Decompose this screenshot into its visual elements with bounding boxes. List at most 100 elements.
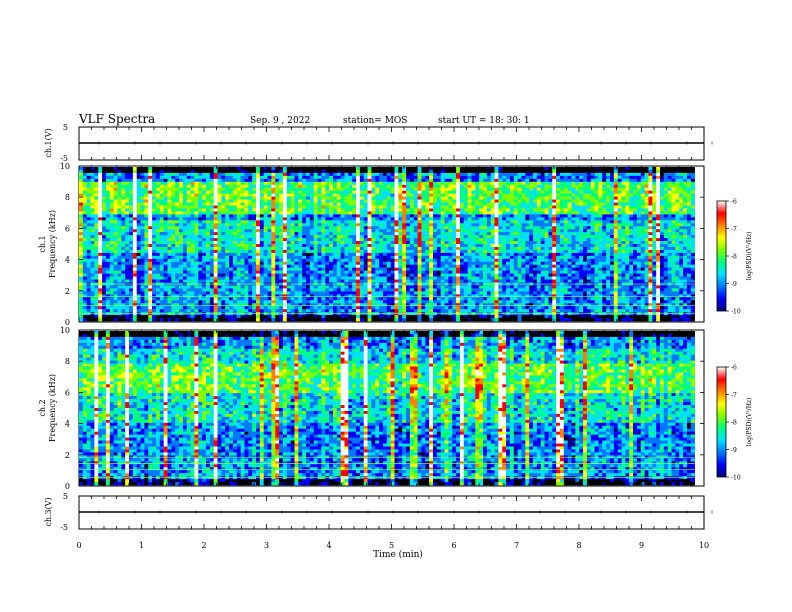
spectrogram-cell	[398, 199, 403, 203]
spectrogram-cell	[240, 241, 245, 245]
spectrogram-cell	[456, 187, 461, 191]
spectrogram-cell	[506, 175, 511, 180]
spectrogram-cell	[132, 202, 138, 206]
spectrogram-cell	[417, 223, 422, 227]
spectrogram-cell	[625, 229, 630, 233]
spectrogram-cell	[336, 229, 341, 233]
spectrogram-cell	[371, 196, 376, 200]
spectrogram-cell	[263, 196, 268, 200]
spectrogram-cell	[621, 217, 626, 221]
spectrogram-cell	[190, 241, 195, 245]
spectrogram-cell	[152, 199, 157, 203]
spectrogram-cell	[667, 244, 672, 248]
spectrogram-cell	[325, 175, 330, 180]
spectrogram-cell	[194, 214, 199, 218]
spectrogram-cell	[498, 211, 503, 215]
spectrogram-cell	[286, 220, 291, 224]
spectrogram-cell	[452, 193, 457, 197]
spectrogram-cell	[194, 196, 199, 200]
spectrogram-cell	[190, 220, 195, 224]
spectrogram-cell	[132, 187, 138, 191]
spectrogram-cell	[690, 199, 695, 203]
spectrogram-cell	[113, 211, 118, 215]
spectrogram-cell	[483, 202, 488, 206]
spectrogram-cell	[202, 249, 207, 254]
spectrogram-cell	[302, 232, 307, 236]
spectrogram-cell	[486, 169, 491, 174]
spectrogram-cell	[282, 187, 288, 191]
spectrogram-cell	[356, 184, 361, 189]
spectrogram-cell	[675, 190, 680, 194]
spectrogram-cell	[86, 202, 91, 206]
spectrogram-cell	[294, 220, 299, 224]
spectrogram-cell	[375, 229, 380, 233]
spectrogram-cell	[498, 235, 503, 239]
spectrogram-cell	[556, 241, 561, 245]
spectrogram-cell	[248, 235, 253, 239]
spectrogram-cell	[298, 199, 303, 203]
spectrogram-cell	[606, 184, 611, 189]
spectrogram-cell	[225, 238, 230, 242]
spectrogram-cell	[417, 244, 422, 248]
spectrogram-cell	[660, 193, 665, 197]
spectrogram-cell	[259, 175, 264, 180]
spectrogram-cell	[302, 193, 307, 197]
spectrogram-cell	[386, 229, 391, 233]
spectrogram-cell	[571, 232, 576, 236]
spectrogram-cell	[686, 208, 692, 212]
spectrogram-cell	[594, 217, 599, 221]
spectrogram-cell	[621, 193, 626, 197]
spectrogram-cell	[132, 246, 138, 251]
spectrogram-cell	[402, 172, 407, 177]
spectrogram-cell	[105, 175, 111, 180]
spectrogram-cell	[98, 181, 103, 186]
spectrogram-cell	[167, 178, 172, 183]
spectrogram-cell	[513, 208, 518, 212]
spectrogram-cell	[352, 205, 357, 209]
spectrogram-cell	[675, 181, 680, 186]
spectrogram-cell	[179, 208, 184, 212]
spectrogram-cell	[86, 199, 91, 203]
spectrogram-cell	[606, 229, 611, 233]
spectrogram-cell	[629, 178, 634, 183]
spectrogram-cell	[517, 202, 522, 206]
spectrogram-cell	[94, 187, 99, 191]
spectrogram-cell	[479, 178, 484, 183]
spectrogram-cell	[475, 175, 480, 180]
spectrogram-cell	[483, 241, 488, 245]
spectrogram-cell	[202, 196, 207, 200]
spectrogram-cell	[182, 223, 188, 227]
spectrogram-cell	[240, 184, 245, 189]
spectrogram-cell	[290, 175, 295, 180]
spectrogram-cell	[498, 175, 503, 180]
spectrogram-cell	[244, 199, 249, 203]
spectrogram-cell	[240, 190, 245, 194]
spectrogram-cell	[663, 244, 668, 248]
spectrogram-cell	[556, 172, 561, 177]
spectrogram-cell	[413, 252, 418, 257]
spectrogram-cell	[567, 199, 572, 203]
spectrogram-cell	[579, 223, 584, 227]
spectrogram-cell	[567, 175, 572, 180]
spectrogram-cell	[394, 190, 399, 194]
spectrogram-cell	[209, 199, 214, 203]
spectrogram-cell	[602, 169, 607, 174]
spectrogram-cell	[479, 184, 484, 189]
spectrogram-cell	[463, 211, 468, 215]
spectrogram-cell	[586, 199, 592, 203]
spectrogram-cell	[155, 252, 161, 257]
spectrogram-cell	[598, 199, 603, 203]
spectrogram-cell	[375, 184, 380, 189]
spectrogram-cell	[286, 208, 291, 212]
spectrogram-cell	[279, 172, 284, 177]
spectrogram-cell	[590, 244, 595, 248]
spectrogram-cell	[329, 184, 334, 189]
spectrogram-cell	[202, 187, 207, 191]
spectrogram-cell	[86, 187, 91, 191]
spectrogram-cell	[379, 252, 384, 257]
spectrogram-cell	[148, 238, 153, 242]
spectrogram-cell	[432, 169, 438, 174]
spectrogram-cell	[406, 241, 411, 245]
spectrogram-cell	[567, 238, 572, 242]
spectrogram-cell	[109, 169, 114, 174]
